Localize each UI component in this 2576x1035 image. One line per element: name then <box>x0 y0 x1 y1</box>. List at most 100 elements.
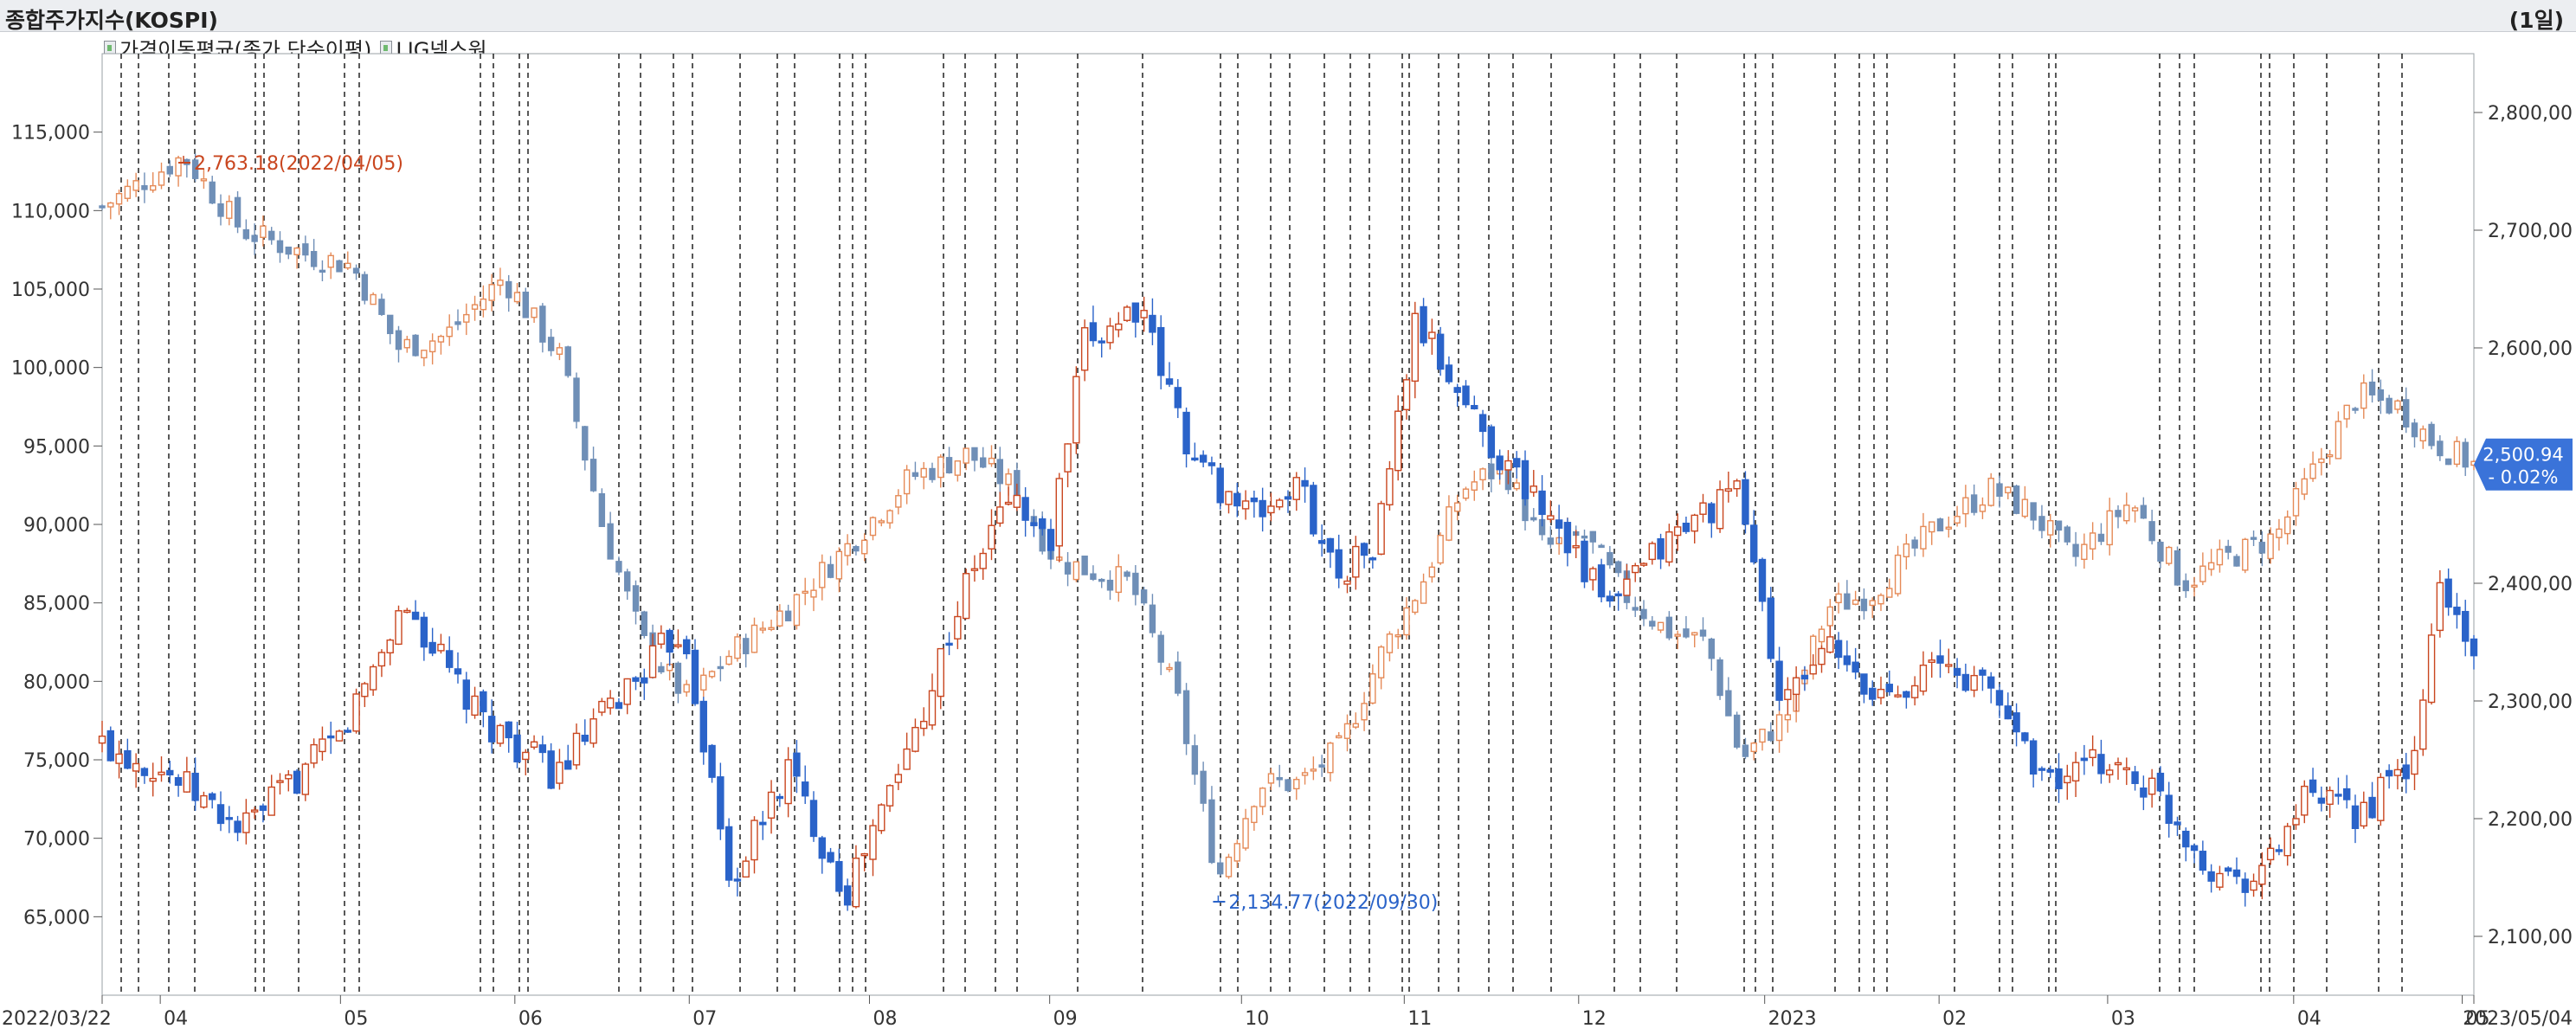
candle-body <box>2385 769 2393 777</box>
candle-body <box>1818 628 1826 643</box>
candle-body <box>242 228 250 240</box>
candle-body <box>2250 537 2257 540</box>
candle-body <box>99 205 106 209</box>
candle-body <box>2216 872 2224 888</box>
candle-body <box>564 346 571 376</box>
candle-body <box>843 885 852 906</box>
candle-body <box>158 171 165 186</box>
candle-body <box>1784 714 1792 721</box>
plot-area <box>101 53 2475 996</box>
candle-body <box>581 734 589 742</box>
candle-body <box>2386 397 2392 414</box>
candle-body <box>1860 673 1868 695</box>
candle-body <box>463 313 470 323</box>
candle-body <box>2097 533 2105 543</box>
candle-body <box>2115 510 2122 518</box>
x-tick-label: 2023 <box>1768 1008 1817 1030</box>
candle-body <box>1792 677 1800 696</box>
candle-body <box>2267 533 2274 560</box>
candle-body <box>2444 578 2452 608</box>
candle-body <box>2258 865 2266 885</box>
candle-body <box>2055 768 2063 789</box>
candle-body <box>1445 364 1453 382</box>
candle-body <box>259 805 267 811</box>
candle-body <box>2131 507 2139 511</box>
candle-body <box>302 243 309 256</box>
candle-body <box>945 642 953 646</box>
candle-body <box>2089 532 2096 550</box>
y-left-tick-label: 75,000 <box>23 750 90 772</box>
candle-body <box>2012 485 2020 514</box>
candle-body <box>268 230 275 241</box>
candle-body <box>1437 534 1444 564</box>
candle-body <box>285 774 293 780</box>
candle-body <box>1496 455 1504 471</box>
candle-body <box>1182 690 1190 744</box>
candle-body <box>2123 505 2130 522</box>
candle-body <box>2029 740 2038 775</box>
candle-body <box>1369 673 1376 704</box>
candle-body <box>1513 482 1520 490</box>
candle-body <box>124 749 132 769</box>
candle-body <box>2089 749 2096 759</box>
y-left-tick-label: 115,000 <box>11 123 90 145</box>
candle-body <box>1471 481 1478 491</box>
candle-body <box>2436 582 2444 632</box>
candle-body <box>1521 460 1530 499</box>
candle-body <box>2199 565 2206 582</box>
candle-body <box>1962 497 1969 515</box>
candle-body <box>2394 400 2401 410</box>
candle-body <box>759 821 767 826</box>
candle-body <box>2292 487 2300 517</box>
y-right-tick-label: 2,100,00 <box>2488 927 2573 948</box>
candle-body <box>225 817 233 820</box>
candle-body <box>1995 690 2004 706</box>
candle-body <box>547 750 555 789</box>
candle-body <box>835 550 843 580</box>
candle-body <box>1004 501 1013 505</box>
x-tick-label: 03 <box>2111 1008 2135 1030</box>
candle-body <box>107 202 114 208</box>
candle-body <box>988 457 995 465</box>
candle-body <box>403 338 410 349</box>
candle-body <box>1623 578 1631 596</box>
candle-body <box>1674 633 1681 637</box>
candle-body <box>1284 496 1292 500</box>
candle-body <box>802 590 808 595</box>
candle-body <box>835 860 843 892</box>
candle-body <box>1598 544 1605 549</box>
x-tick-label: 06 <box>518 1008 543 1030</box>
candle-body <box>1149 604 1156 633</box>
candle-body <box>2326 789 2334 806</box>
candle-body <box>2250 880 2257 891</box>
candle-body <box>1149 314 1156 333</box>
y-left-tick-label: 90,000 <box>23 515 90 537</box>
candle-body <box>216 804 225 825</box>
candle-body <box>1768 731 1774 742</box>
candle-body <box>624 571 631 592</box>
candle-body <box>1970 674 1978 691</box>
candle-body <box>1979 669 1987 676</box>
candle-body <box>1292 477 1300 500</box>
candle-body <box>1724 488 1733 492</box>
candle-body <box>2266 847 2275 861</box>
candle-body <box>793 594 801 627</box>
candle-body <box>1996 483 2003 497</box>
candle-body <box>1072 561 1080 581</box>
candle-body <box>361 683 369 698</box>
candle-body <box>2453 440 2461 466</box>
candle-body <box>945 457 953 473</box>
candle-body <box>717 776 724 830</box>
candle-body <box>411 611 420 620</box>
candle-body <box>1750 742 1757 753</box>
candle-body <box>191 159 199 179</box>
candle-body <box>1030 522 1038 526</box>
candle-body <box>1317 540 1326 544</box>
candle-body <box>191 772 199 801</box>
candle-body <box>2081 543 2088 561</box>
y-right-tick-label: 2,300,00 <box>2488 691 2573 713</box>
period-label[interactable]: (1일) <box>2508 8 2564 33</box>
candle-body <box>1961 673 1970 691</box>
x-tick-label: 04 <box>2297 1008 2322 1030</box>
